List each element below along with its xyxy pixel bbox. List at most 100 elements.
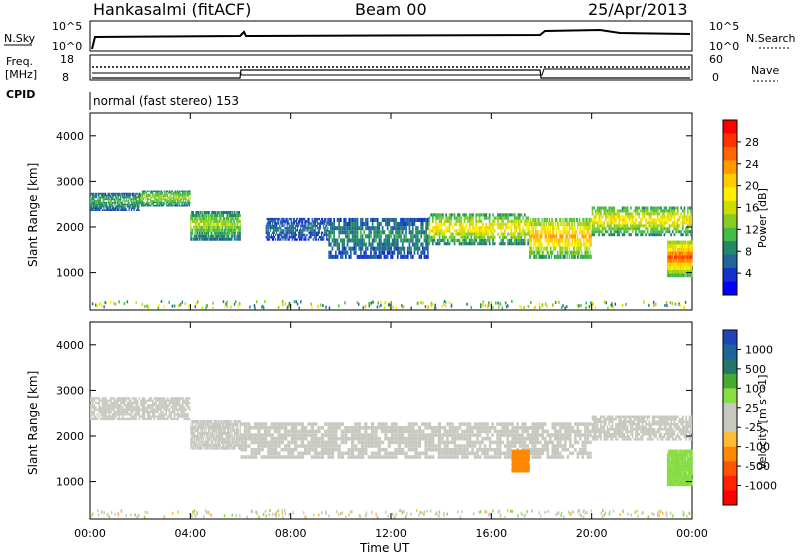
power-cell <box>90 192 92 195</box>
power-cell <box>480 238 483 243</box>
power-cell <box>492 235 494 239</box>
power-cell <box>457 238 459 243</box>
power-cell <box>400 238 402 243</box>
power-cell <box>660 209 662 213</box>
power-cell <box>236 237 238 241</box>
power-cell <box>141 190 143 193</box>
power-cell <box>164 196 166 199</box>
power-cell <box>585 254 587 259</box>
velocity-cell <box>205 428 207 432</box>
power-cell <box>345 234 347 239</box>
power-cell <box>416 242 419 247</box>
power-cell <box>508 219 511 223</box>
power-clutter-cell <box>126 300 129 304</box>
power-cell <box>156 198 159 201</box>
velocity-cell <box>202 426 204 429</box>
power-cell <box>391 250 394 255</box>
power-cell <box>121 201 123 204</box>
velocity-cell <box>163 406 166 409</box>
velocity-cell <box>115 410 117 414</box>
power-cell <box>150 201 152 204</box>
power-cell <box>97 201 99 204</box>
power-cell <box>94 203 96 206</box>
power-cell <box>690 224 692 228</box>
power-cell <box>228 214 230 217</box>
power-cell <box>408 238 411 243</box>
power-cell <box>581 254 583 259</box>
power-cell <box>204 222 206 226</box>
power-cell <box>223 234 225 238</box>
power-cell <box>688 221 691 225</box>
power-cell <box>406 217 409 222</box>
velocity-cell <box>196 443 198 447</box>
power-cell <box>470 242 473 246</box>
power-cell <box>428 238 431 243</box>
power-cell <box>295 220 298 223</box>
power-cell <box>132 201 134 204</box>
power-cell <box>665 230 667 234</box>
velocity-cell <box>163 399 166 402</box>
velocity-cell <box>175 408 177 411</box>
power-cell <box>676 209 679 213</box>
power-cell <box>470 235 473 239</box>
power-cell <box>571 234 573 239</box>
power-cell <box>94 201 96 204</box>
power-cell <box>355 226 357 231</box>
power-cell <box>224 228 226 232</box>
velocity-cell <box>207 446 209 450</box>
power-clutter-cell <box>653 303 655 307</box>
power-cell <box>170 203 172 205</box>
power-cell <box>558 242 560 247</box>
power-cell <box>670 209 672 213</box>
power-cell <box>300 217 302 221</box>
power-cell <box>552 222 554 227</box>
velocity-cell <box>136 413 139 416</box>
power-cell <box>322 220 324 223</box>
power-cell <box>440 226 442 230</box>
power-cell <box>580 254 582 259</box>
power-cell <box>338 246 340 251</box>
power-cell <box>375 230 377 235</box>
velocity-cell <box>100 417 102 421</box>
power-cell <box>213 237 215 241</box>
power-cell <box>288 236 290 239</box>
power-cell <box>91 201 93 204</box>
power-cell <box>452 232 454 236</box>
power-cell <box>561 234 563 239</box>
power-cell <box>610 212 612 216</box>
power-cell <box>681 262 683 267</box>
power-cell <box>101 192 103 195</box>
power-cell <box>408 222 411 227</box>
power-cell <box>137 200 139 202</box>
power-cell <box>292 236 294 239</box>
power-cell <box>563 226 565 231</box>
power-cell <box>137 201 139 204</box>
power-cell <box>318 222 321 225</box>
power-cell <box>135 201 137 204</box>
power-cell <box>150 204 152 207</box>
power-cell <box>99 200 101 202</box>
power-cell <box>380 222 382 227</box>
power-cell <box>203 228 205 232</box>
power-cell <box>222 234 224 238</box>
power-cell <box>231 225 233 229</box>
power-cell <box>448 213 451 217</box>
power-cell <box>235 234 237 238</box>
power-cell <box>277 236 279 239</box>
power-cell <box>131 207 133 210</box>
power-cell <box>578 246 580 251</box>
power-cell <box>197 234 200 238</box>
power-cell <box>203 231 205 235</box>
power-cell <box>566 238 568 243</box>
power-cell <box>269 229 271 232</box>
power-cell <box>134 194 136 197</box>
power-cell <box>685 215 687 219</box>
power-cell <box>134 203 136 206</box>
power-cell <box>126 200 128 202</box>
power-cell <box>396 230 399 235</box>
power-cell <box>643 206 646 210</box>
power-cell <box>554 226 556 231</box>
power-cell <box>621 218 624 222</box>
power-cell <box>188 204 190 207</box>
power-cell <box>270 227 272 230</box>
